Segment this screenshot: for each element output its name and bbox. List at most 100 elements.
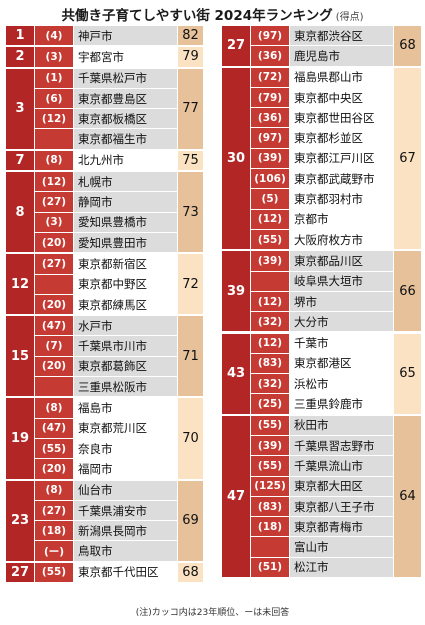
previous-rank: (8) — [35, 398, 73, 418]
city-name: 東京都中央区 — [290, 87, 393, 108]
score-value: 72 — [178, 254, 203, 315]
rank-group: 27 (97) 東京都渋谷区 (36) 鹿児島市 68 — [222, 26, 421, 66]
rank-number: 23 — [6, 480, 34, 561]
city-name: 東京都板橋区 — [74, 109, 177, 129]
rank-number: 12 — [6, 254, 34, 315]
previous-rank: (20) — [35, 356, 73, 377]
previous-rank: (106) — [251, 169, 289, 189]
previous-rank: (47) — [35, 316, 73, 336]
rank-group: 39 (39) 東京都品川区 岐阜県大垣市 (12) 堺市 (32) 大分市 66 — [222, 251, 421, 332]
score-value: 68 — [178, 562, 203, 583]
city-name: 大分市 — [290, 312, 393, 332]
previous-rank: (83) — [251, 496, 289, 517]
rank-number: 2 — [6, 47, 34, 67]
previous-rank: (25) — [251, 394, 289, 414]
previous-rank: (39) — [251, 435, 289, 456]
previous-rank: (5) — [251, 189, 289, 209]
score-value: 73 — [178, 172, 203, 253]
previous-rank: (20) — [35, 294, 73, 315]
previous-rank: (4) — [35, 26, 73, 46]
previous-rank: (6) — [35, 88, 73, 109]
previous-rank: (97) — [251, 26, 289, 46]
city-name: 千葉県市川市 — [74, 336, 177, 356]
city-name: 三重県鈴鹿市 — [290, 394, 393, 414]
previous-rank: (1) — [35, 68, 73, 88]
title-unit: (得点) — [335, 12, 364, 23]
city-name: 東京都武蔵野市 — [290, 169, 393, 189]
rank-group: 30 (72) 福島県郡山市 (79) 東京都中央区 (36) 東京都世田谷区 (97) 東京都… — [222, 67, 421, 250]
rank-group: 12 (27) 東京都新宿区 東京都中野区 (20) 東京都練馬区 72 — [6, 254, 203, 315]
city-name: 大阪府枚方市 — [290, 229, 393, 250]
rank-group: 8 (12) 札幌市 (27) 静岡市 (3) 愛知県豊橋市 (20) 愛知県豊田市 73 — [6, 172, 203, 253]
previous-rank: (12) — [251, 333, 289, 353]
previous-rank: (32) — [251, 312, 289, 332]
city-name: 京都市 — [290, 209, 393, 229]
city-name: 仙台市 — [74, 480, 177, 500]
city-name: 新潟県長岡市 — [74, 521, 177, 541]
rank-number: 15 — [6, 316, 34, 397]
city-name: 東京都品川区 — [290, 251, 393, 271]
city-name: 神戸市 — [74, 26, 177, 46]
rank-group: 1 (4) 神戸市 82 — [6, 26, 203, 46]
score-value: 64 — [394, 415, 421, 578]
rank-number: 30 — [222, 67, 250, 250]
title-text: 共働き子育てしやすい街 2024年ランキング — [61, 8, 333, 24]
previous-rank: (18) — [35, 521, 73, 541]
previous-rank: (79) — [251, 87, 289, 108]
rank-number: 1 — [6, 26, 34, 46]
previous-rank: (20) — [35, 232, 73, 253]
previous-rank: (27) — [35, 500, 73, 521]
city-name: 東京都渋谷区 — [290, 26, 393, 46]
previous-rank — [35, 274, 73, 294]
rank-group: 27 (55) 東京都千代田区 68 — [6, 562, 203, 583]
city-name: 福岡市 — [74, 459, 177, 479]
rank-group: 19 (8) 福島市 (47) 東京都荒川区 (55) 奈良市 (20) 福岡市 70 — [6, 398, 203, 479]
previous-rank: (55) — [251, 229, 289, 250]
previous-rank: (47) — [35, 418, 73, 438]
city-name: 東京都江戸川区 — [290, 148, 393, 169]
city-name: 富山市 — [290, 537, 393, 557]
previous-rank — [251, 271, 289, 291]
previous-rank: (18) — [251, 517, 289, 537]
previous-rank: (55) — [35, 438, 73, 459]
city-name: 千葉県浦安市 — [74, 500, 177, 521]
city-name: 東京都青梅市 — [290, 517, 393, 537]
previous-rank: (8) — [35, 150, 73, 171]
previous-rank: (27) — [35, 254, 73, 274]
city-name: 東京都八王子市 — [290, 496, 393, 517]
city-name: 浜松市 — [290, 374, 393, 394]
city-name: 愛知県豊田市 — [74, 232, 177, 253]
city-name: 鳥取市 — [74, 541, 177, 561]
city-name: 東京都豊島区 — [74, 88, 177, 109]
rank-group: 2 (3) 宇都宮市 79 — [6, 47, 203, 67]
previous-rank: (12) — [35, 172, 73, 192]
previous-rank: (72) — [251, 67, 289, 87]
city-name: 堺市 — [290, 291, 393, 312]
previous-rank: (55) — [251, 415, 289, 435]
previous-rank: (36) — [251, 108, 289, 128]
score-value: 69 — [178, 480, 203, 561]
previous-rank: (36) — [251, 46, 289, 66]
previous-rank: (32) — [251, 374, 289, 394]
city-name: 東京都練馬区 — [74, 294, 177, 315]
city-name: 東京都大田区 — [290, 476, 393, 496]
score-value: 70 — [178, 398, 203, 479]
previous-rank: (12) — [35, 109, 73, 129]
rank-number: 27 — [6, 562, 34, 583]
city-name: 東京都世田谷区 — [290, 108, 393, 128]
previous-rank — [35, 377, 73, 397]
city-name: 東京都新宿区 — [74, 254, 177, 274]
city-name: 千葉県流山市 — [290, 456, 393, 476]
city-name: 福島県郡山市 — [290, 67, 393, 87]
previous-rank: (ー) — [35, 541, 73, 561]
rank-group: 15 (47) 水戸市 (7) 千葉県市川市 (20) 東京都葛飾区 三重県松阪市 71 — [6, 316, 203, 397]
rank-number: 8 — [6, 172, 34, 253]
rank-number: 43 — [222, 333, 250, 414]
previous-rank: (55) — [35, 562, 73, 583]
city-name: 静岡市 — [74, 192, 177, 212]
city-name: 奈良市 — [74, 438, 177, 459]
city-name: 東京都千代田区 — [74, 562, 177, 583]
score-value: 67 — [394, 67, 421, 250]
rank-group: 23 (8) 仙台市 (27) 千葉県浦安市 (18) 新潟県長岡市 (ー) 鳥取市 69 — [6, 480, 203, 561]
previous-rank: (27) — [35, 192, 73, 212]
